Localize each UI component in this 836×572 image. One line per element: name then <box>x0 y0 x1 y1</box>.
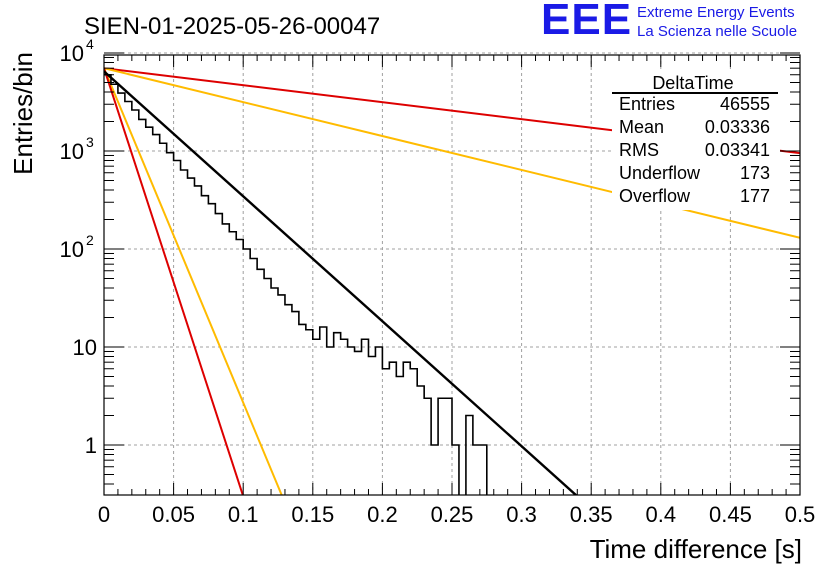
x-tick-label: 0.25 <box>431 502 474 527</box>
x-axis-label: Time difference [s] <box>590 534 802 564</box>
stats-label-overflow: Overflow <box>619 186 691 206</box>
histogram <box>104 73 488 495</box>
stats-title: DeltaTime <box>652 73 733 93</box>
x-tick-label: 0.4 <box>646 502 677 527</box>
stats-label-rms: RMS <box>619 140 659 160</box>
y-tick-exponent: 2 <box>86 232 94 248</box>
y-tick-exponent: 4 <box>86 36 94 52</box>
brand-line-1: Extreme Energy Events <box>637 4 795 21</box>
line-orange-fast <box>104 67 283 495</box>
y-tick-label: 10 <box>60 41 84 66</box>
x-tick-label: 0.3 <box>506 502 537 527</box>
x-tick-label: 0.35 <box>570 502 613 527</box>
x-tick-label: 0.5 <box>785 502 816 527</box>
stats-label-underflow: Underflow <box>619 163 701 183</box>
stats-value-entries: 46555 <box>720 94 770 114</box>
x-tick-label: 0 <box>98 502 110 527</box>
stats-box: DeltaTime Entries 46555 Mean 0.03336 RMS… <box>612 69 780 210</box>
line-fit <box>104 70 578 495</box>
stats-value-mean: 0.03336 <box>705 117 770 137</box>
x-tick-labels: 0 0.05 0.1 0.15 0.2 0.25 0.3 0.35 0.4 0.45 0.5 <box>98 502 815 527</box>
eee-logo: EEE <box>541 0 633 44</box>
y-tick-label: 10 <box>60 237 84 262</box>
stats-value-rms: 0.03341 <box>705 140 770 160</box>
x-tick-label: 0.15 <box>291 502 334 527</box>
x-tick-label: 0.2 <box>367 502 398 527</box>
y-tick-label: 10 <box>73 335 97 360</box>
stats-label-mean: Mean <box>619 117 664 137</box>
y-tick-label: 10 <box>60 139 84 164</box>
x-tick-label: 0.1 <box>228 502 259 527</box>
stats-value-overflow: 177 <box>740 186 770 206</box>
x-tick-label: 0.45 <box>709 502 752 527</box>
y-tick-exponent: 3 <box>86 134 94 150</box>
stats-value-underflow: 173 <box>740 163 770 183</box>
line-red-fast <box>104 67 244 495</box>
y-tick-label: 1 <box>85 433 97 458</box>
stats-label-entries: Entries <box>619 94 675 114</box>
axis-ticks <box>103 52 801 495</box>
y-axis-label: Entries/bin <box>8 52 38 175</box>
brand-line-2: La Scienza nelle Scuole <box>637 23 798 40</box>
x-tick-label: 0.05 <box>152 502 195 527</box>
run-title: SIEN-01-2025-05-26-00047 <box>84 13 380 40</box>
